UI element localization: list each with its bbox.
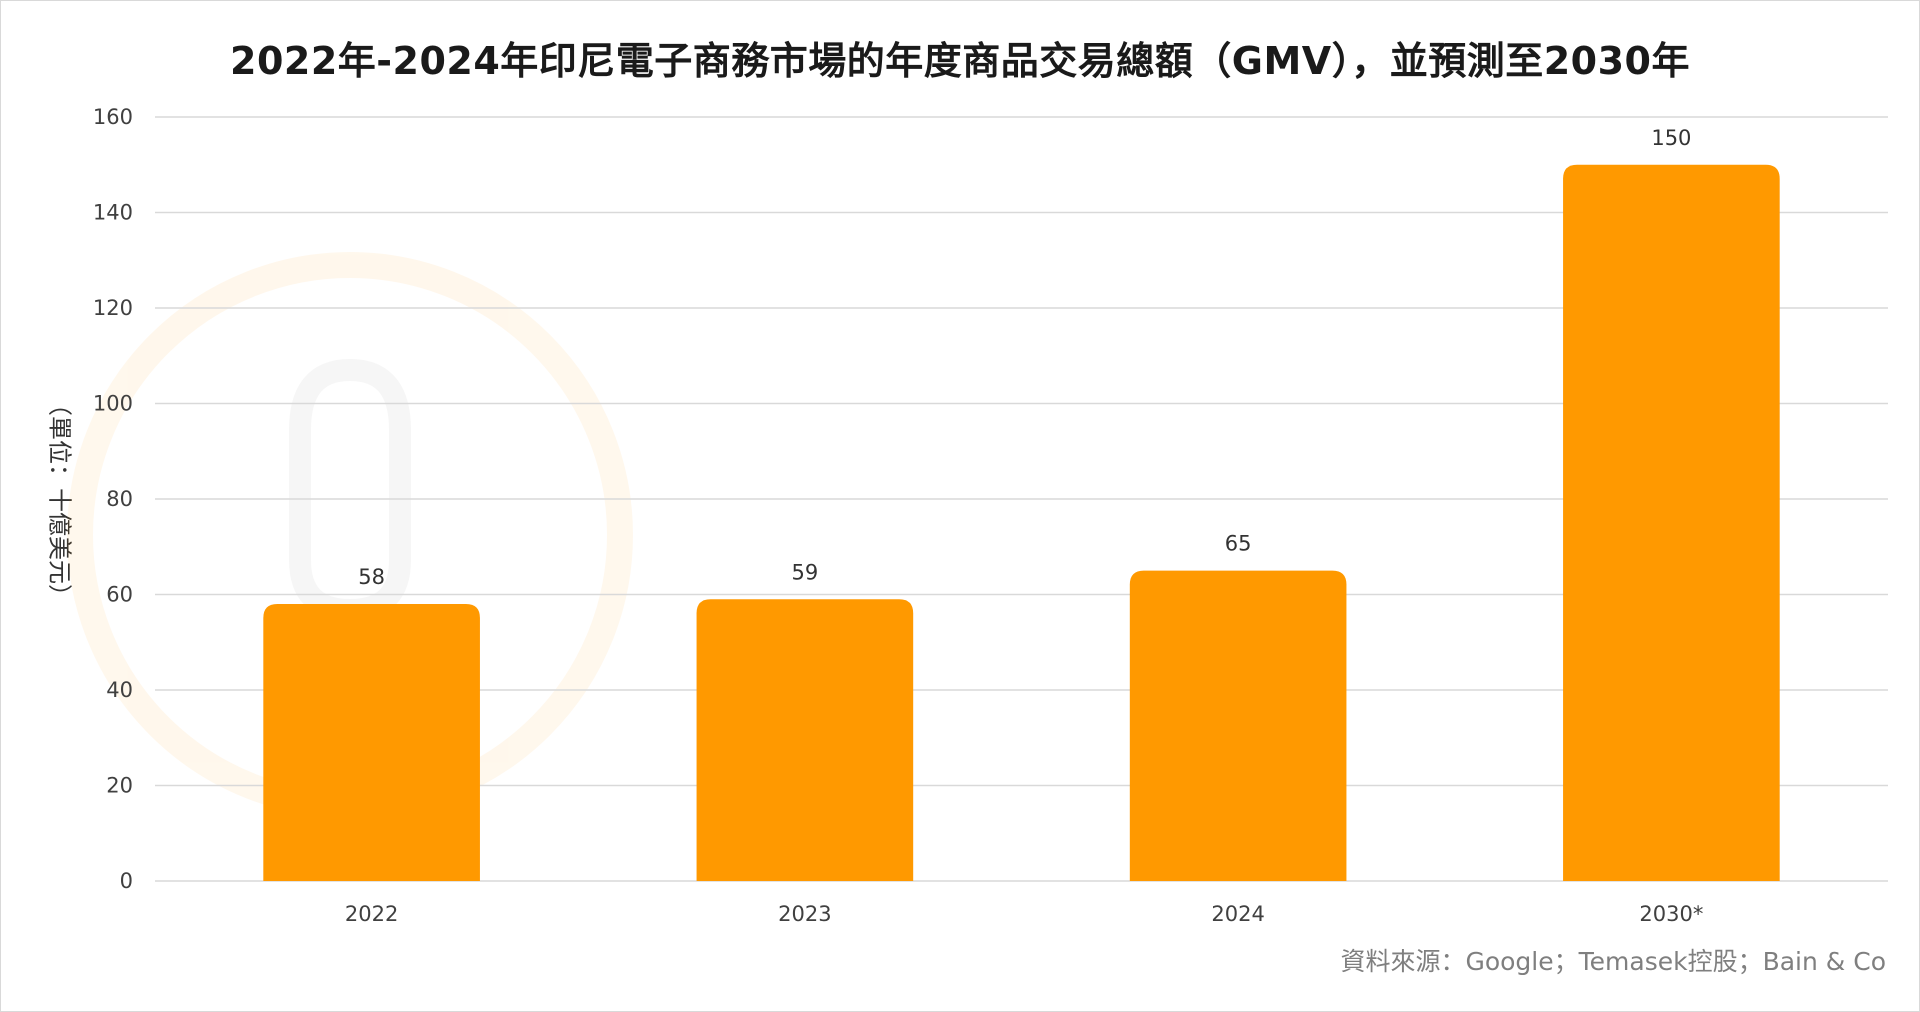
y-tick-label: 160 [93, 105, 133, 129]
y-tick-label: 80 [106, 487, 133, 511]
y-tick-label: 20 [106, 774, 133, 798]
bar-2022 [263, 604, 480, 881]
x-tick-label: 2030* [1639, 902, 1703, 926]
y-tick-label: 40 [106, 678, 133, 702]
y-tick-label: 0 [120, 869, 133, 893]
y-tick-label: 100 [93, 392, 133, 416]
x-tick-label: 2024 [1211, 902, 1264, 926]
x-tick-label: 2023 [778, 902, 831, 926]
data-label: 150 [1651, 126, 1691, 150]
y-tick-label: 140 [93, 201, 133, 225]
y-tick-label: 120 [93, 296, 133, 320]
x-tick-label: 2022 [345, 902, 398, 926]
bar-2030 [1563, 164, 1780, 881]
bar-2023 [696, 599, 914, 881]
y-tick-label: 60 [106, 583, 133, 607]
chart-title: 2022年-2024年印尼電子商務市場的年度商品交易總額（GMV），並預測至20… [230, 39, 1690, 83]
data-label: 58 [358, 565, 385, 589]
data-label: 65 [1225, 532, 1252, 556]
bar-2024 [1129, 570, 1347, 881]
data-label: 59 [792, 560, 819, 584]
source-note: 資料來源：Google；Temasek控股；Bain & Co [1340, 947, 1886, 976]
